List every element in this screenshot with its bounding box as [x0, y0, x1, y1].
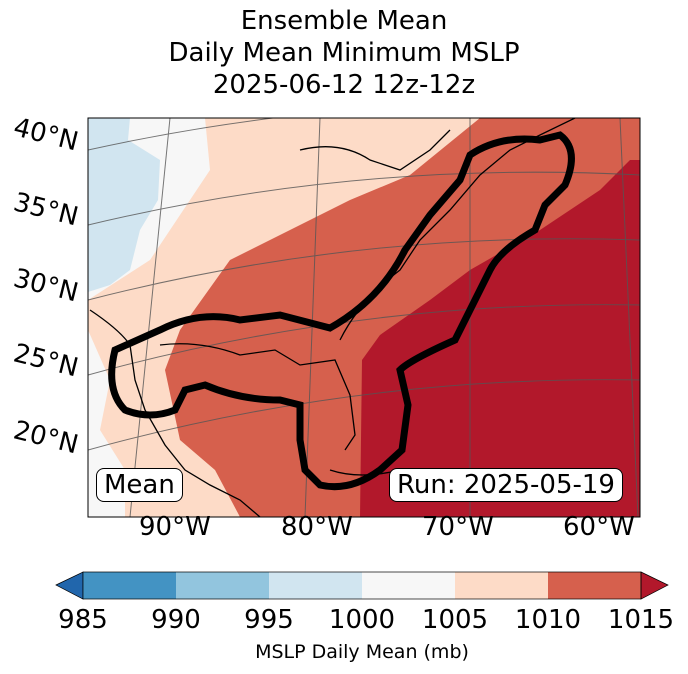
colorbar-tick: 1005 — [421, 605, 489, 635]
lon-label-90: 90°W — [139, 512, 211, 542]
colorbar-tick: 1010 — [514, 605, 582, 635]
colorbar-tick: 995 — [244, 605, 294, 635]
colorbar-tick: 1000 — [328, 605, 396, 635]
run-label: Run: 2025-05-19 — [389, 468, 623, 502]
contour-outline — [108, 131, 575, 491]
colorbar-1005-1010 — [455, 572, 548, 599]
colorbar-high-extend — [640, 571, 669, 600]
title-line-3: 2025-06-12 12z-12z — [212, 70, 476, 100]
region-995-1000 — [88, 118, 160, 292]
colorbar-label: MSLP Daily Mean (mb) — [255, 641, 469, 663]
colorbar-tick: 1015 — [607, 605, 675, 635]
mean-label: Mean — [96, 468, 183, 502]
colorbar-985-990 — [83, 572, 176, 599]
colorbar — [55, 571, 669, 600]
colorbar-1000-1005 — [362, 572, 455, 599]
colorbar-tick: 985 — [58, 605, 108, 635]
colorbar-1010-1015 — [548, 572, 641, 599]
title-line-2: Daily Mean Minimum MSLP — [168, 38, 520, 68]
colorbar-990-995 — [176, 572, 269, 599]
colorbar-995-1000 — [269, 572, 362, 599]
lon-label-80: 80°W — [281, 512, 353, 542]
colorbar-low-extend — [55, 571, 84, 600]
colorbar-tick: 990 — [151, 605, 201, 635]
lon-label-60: 60°W — [563, 512, 635, 542]
lon-label-70: 70°W — [422, 512, 494, 542]
region-above-1015 — [360, 160, 640, 517]
title-line-1: Ensemble Mean — [240, 6, 448, 36]
